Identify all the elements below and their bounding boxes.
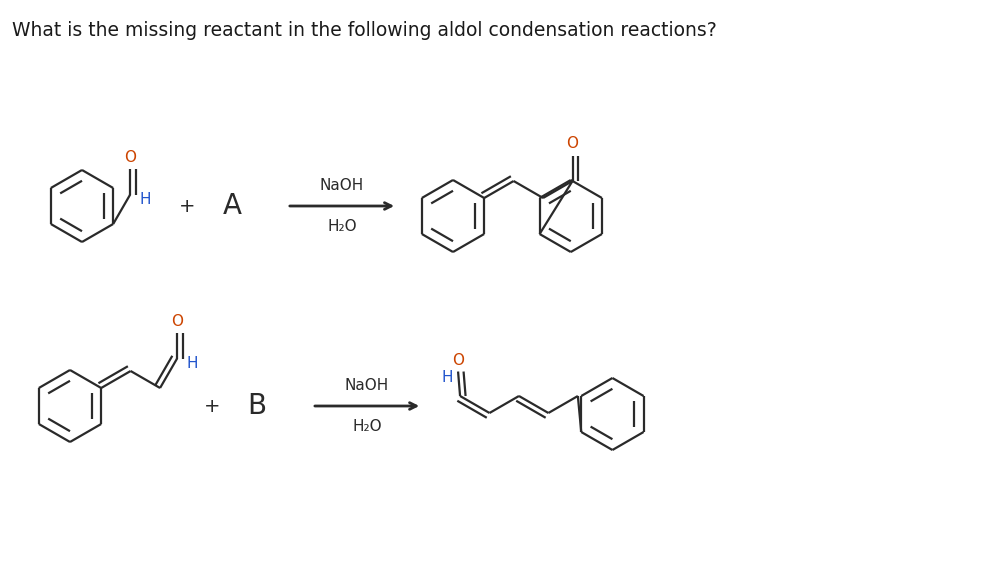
Text: H₂O: H₂O xyxy=(328,219,357,234)
Text: +: + xyxy=(179,196,195,215)
Text: H: H xyxy=(139,192,151,207)
Text: O: O xyxy=(125,150,136,165)
Text: H₂O: H₂O xyxy=(353,419,382,434)
Text: O: O xyxy=(171,314,183,329)
Text: A: A xyxy=(222,192,241,220)
Text: NaOH: NaOH xyxy=(345,378,389,393)
Text: +: + xyxy=(204,396,220,415)
Text: B: B xyxy=(247,392,266,420)
Text: H: H xyxy=(186,356,198,371)
Text: O: O xyxy=(567,137,579,151)
Text: O: O xyxy=(452,353,464,367)
Text: H: H xyxy=(441,370,453,385)
Text: What is the missing reactant in the following aldol condensation reactions?: What is the missing reactant in the foll… xyxy=(12,21,717,40)
Text: NaOH: NaOH xyxy=(320,178,364,193)
